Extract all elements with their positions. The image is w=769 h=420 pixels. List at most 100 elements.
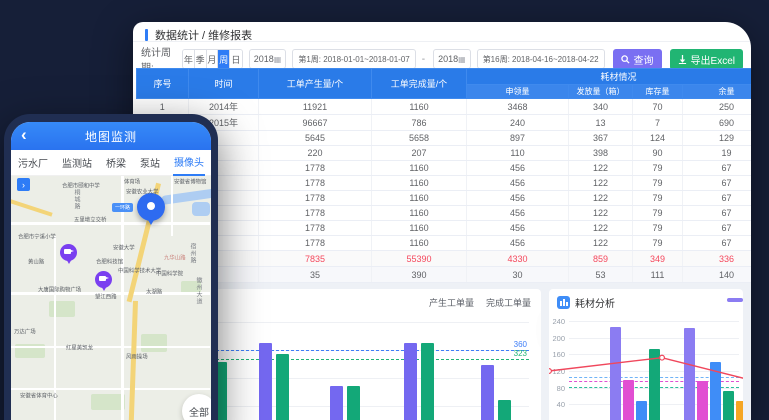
period-option-月[interactable]: 月 (206, 50, 219, 68)
map-label: 中国科学院 (156, 271, 184, 278)
period-option-周[interactable]: 周 (218, 50, 231, 68)
legend-item: 完成工单量 (486, 296, 531, 309)
legend-label: 完成工单量 (485, 298, 531, 308)
phone-tab-摄像头[interactable]: 摄像头 (173, 149, 205, 176)
report-table: 序号 时间 工单产生量/个 工单完成量/个 耗材情况 申领量 发放量（箱） 库存量 余量 1 20… (136, 68, 751, 283)
legend-label: 产生工单量 (428, 298, 474, 308)
cell: 13 (568, 114, 633, 131)
sub-col-header: 申领量 (466, 84, 569, 99)
col-header: 工单产生量/个 (258, 68, 372, 99)
average-cell: 140 (682, 266, 751, 283)
cell: 67 (682, 160, 751, 176)
map-label: 体育场 (124, 179, 141, 186)
highway (128, 300, 138, 420)
cell: 1160 (371, 190, 467, 206)
cell: 367 (568, 130, 633, 146)
cell: 129 (682, 130, 751, 146)
period-option-日[interactable]: 日 (230, 50, 242, 68)
cell: 250 (682, 98, 751, 115)
table-row: 1778 1160 456 122 79 67 (136, 190, 751, 206)
park (91, 394, 125, 410)
bar-完成工单量 (347, 385, 360, 420)
cell: 220 (258, 145, 372, 161)
period-option-季[interactable]: 季 (194, 50, 207, 68)
cell: 1160 (371, 205, 467, 221)
map-label: 红星美凯龙 (66, 345, 94, 352)
reference-label: 323 (513, 348, 527, 358)
all-filter-button[interactable]: 全部 (182, 394, 211, 420)
average-row: 平均值353903053111140 (136, 266, 751, 283)
cell: 79 (632, 235, 683, 251)
clipped-legend-dash (727, 298, 743, 302)
breadcrumb-text: 数据统计 / 维修报表 (155, 29, 253, 42)
table-row: 5645 5658 897 367 124 129 (136, 130, 751, 146)
road (11, 388, 210, 390)
cell: 1778 (258, 160, 372, 176)
total-cell: 859 (568, 250, 633, 267)
road (54, 236, 56, 420)
period-segmented-control[interactable]: 年季月周日 (181, 49, 243, 69)
table-header-row: 序号 时间 工单产生量/个 工单完成量/个 耗材情况 (136, 68, 751, 99)
phone-tab-桥梁[interactable]: 桥梁 (106, 159, 126, 170)
table-row: 1778 1160 456 122 79 67 (136, 220, 751, 236)
bar-完成工单量 (421, 342, 434, 420)
year-to-select[interactable]: 2018 ▦ (433, 49, 471, 69)
phone-tab-泵站[interactable]: 泵站 (140, 159, 160, 170)
phone-tab-监测站[interactable]: 监测站 (62, 159, 92, 170)
park (49, 301, 75, 317)
map-label: 黄山路 (28, 259, 45, 266)
export-excel-button[interactable]: 导出Excel (669, 48, 743, 70)
cell: 67 (682, 190, 751, 206)
report-table-wrap: 序号 时间 工单产生量/个 工单完成量/个 耗材情况 申领量 发放量（箱） 库存量 余量 1 20… (136, 68, 751, 283)
cell: 398 (568, 145, 633, 161)
range-to-input[interactable]: 第16周: 2018-04-16~2018-04-22 (476, 49, 605, 69)
camera-pin[interactable] (95, 271, 112, 291)
y-tick-label: 240 (552, 316, 565, 326)
consumable-bar (649, 349, 660, 420)
total-cell: 55390 (371, 250, 467, 267)
query-button[interactable]: 查询 (612, 48, 662, 70)
calendar-icon: ▦ (458, 54, 466, 64)
phone-tab-污水厂[interactable]: 污水厂 (18, 159, 48, 170)
sub-col-header: 余量 (681, 84, 751, 99)
table-row: 1778 1160 456 122 79 67 (136, 160, 751, 176)
table-row: 1 2014年 11921 1160 3468 340 70 250 (136, 98, 751, 115)
workorder-chart-legend: 产生工单量 完成工单量 (429, 296, 531, 309)
y-tick-label: 80 (556, 383, 565, 393)
cell: 67 (682, 205, 751, 221)
cell: 690 (682, 114, 751, 131)
table-row: 1778 1160 456 122 79 67 (136, 175, 751, 191)
range-from-input[interactable]: 第1周: 2018-01-01~2018-01-07 (292, 49, 416, 69)
phone-title: 地图监测 (84, 129, 137, 144)
back-chevron-icon[interactable]: ‹ (21, 125, 27, 144)
cell: 786 (371, 114, 467, 131)
year-from-select[interactable]: 2018 ▦ (248, 49, 287, 69)
cell: 122 (568, 160, 633, 176)
cell: 456 (466, 175, 569, 191)
road (11, 222, 210, 225)
total-cell: 336 (682, 250, 751, 267)
selected-location-pin[interactable] (137, 193, 165, 225)
map-label: 五里墩立交桥 (74, 217, 107, 224)
map-label: 安徽省博物馆 (174, 179, 207, 186)
map-canvas[interactable]: 一环路 › 全部 合肥市颐和中学 体育场 安徽农业大学 安徽省博物馆 五里墩立交桥 合肥市… (11, 176, 211, 420)
group-header: 耗材情况 (465, 68, 751, 85)
expand-panel-button[interactable]: › (17, 178, 30, 191)
cell: 456 (466, 160, 569, 176)
cell: 240 (466, 114, 569, 131)
phone-header: ‹ 地图监测 (11, 122, 211, 150)
average-cell: 53 (568, 266, 633, 283)
road (11, 346, 210, 348)
cell: 19 (682, 145, 751, 161)
consumable-bar-line-chart: 240 200 160 120 80 40 (549, 289, 743, 420)
camera-pin[interactable] (60, 244, 77, 264)
reference-label: 360 (513, 340, 527, 349)
cell: 122 (568, 205, 633, 221)
consumable-bar (723, 390, 734, 420)
breadcrumb-accent-bar (145, 28, 148, 41)
period-option-年[interactable]: 年 (182, 50, 195, 68)
average-cell: 35 (258, 266, 372, 283)
bar-产生工单量 (330, 385, 343, 420)
map-label: 望江西路 (95, 294, 117, 301)
